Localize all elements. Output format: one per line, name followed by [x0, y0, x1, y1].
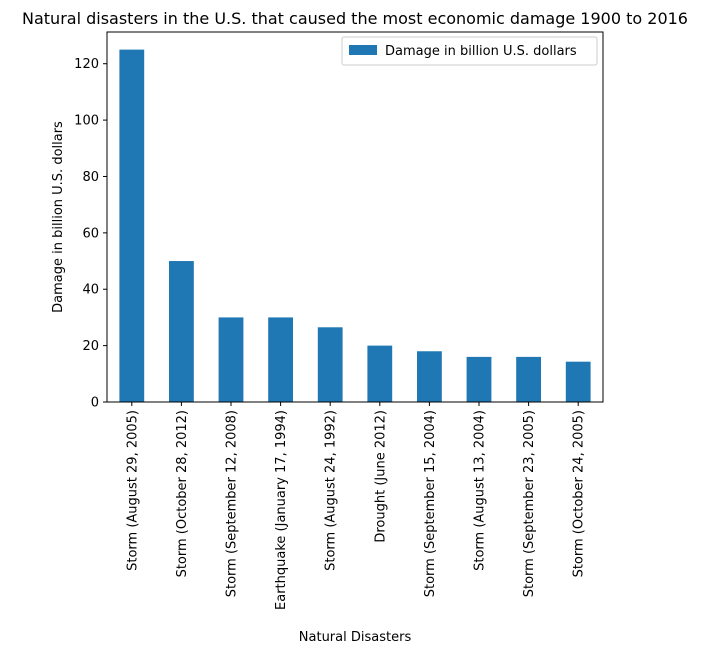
bar [367, 345, 393, 402]
y-tick-label: 40 [82, 283, 99, 298]
plot-frame [106, 31, 604, 403]
y-tick-label: 120 [74, 57, 99, 72]
bar [317, 327, 343, 402]
y-tick-label: 0 [91, 396, 99, 411]
bars-layer [119, 49, 591, 402]
legend-box [341, 36, 598, 66]
bar [218, 317, 244, 402]
y-ticks: 0 20 40 60 80 100 120 [74, 57, 107, 411]
x-tick-label: Storm (October 28, 2012) [175, 410, 190, 577]
bar [119, 49, 145, 402]
x-axis-label: Natural Disasters [299, 630, 412, 645]
y-tick-label: 60 [82, 226, 99, 241]
x-tick-label: Storm (August 13, 2004) [473, 410, 488, 571]
x-tick-label: Storm (August 29, 2005) [125, 410, 140, 571]
bar [169, 261, 194, 402]
x-tick-label: Storm (September 15, 2004) [423, 410, 438, 597]
legend: Damage in billion U.S. dollars [341, 36, 598, 66]
legend-swatch [349, 45, 377, 55]
chart-title: Natural disasters in the U.S. that cause… [22, 9, 688, 28]
x-tick-label: Storm (September 12, 2008) [225, 410, 240, 597]
x-ticks: Storm (August 29, 2005) Storm (October 28… [125, 402, 587, 610]
x-tick-label: Earthquake (January 17, 1994) [274, 410, 289, 610]
bar [516, 356, 541, 402]
x-tick-label: Drought (June 2012) [373, 410, 388, 543]
y-tick-label: 80 [82, 170, 99, 185]
x-tick-label: Storm (September 23, 2005) [522, 410, 537, 597]
y-axis-label: Damage in billion U.S. dollars [51, 121, 66, 313]
bar [565, 361, 591, 402]
bar [466, 356, 492, 402]
y-tick-label: 100 [74, 114, 99, 129]
bar [417, 351, 442, 402]
x-tick-label: Storm (October 24, 2005) [572, 410, 587, 577]
legend-label: Damage in billion U.S. dollars [385, 44, 577, 59]
y-tick-label: 20 [82, 339, 99, 354]
bar [268, 317, 293, 402]
x-tick-label: Storm (August 24, 1992) [324, 410, 339, 571]
